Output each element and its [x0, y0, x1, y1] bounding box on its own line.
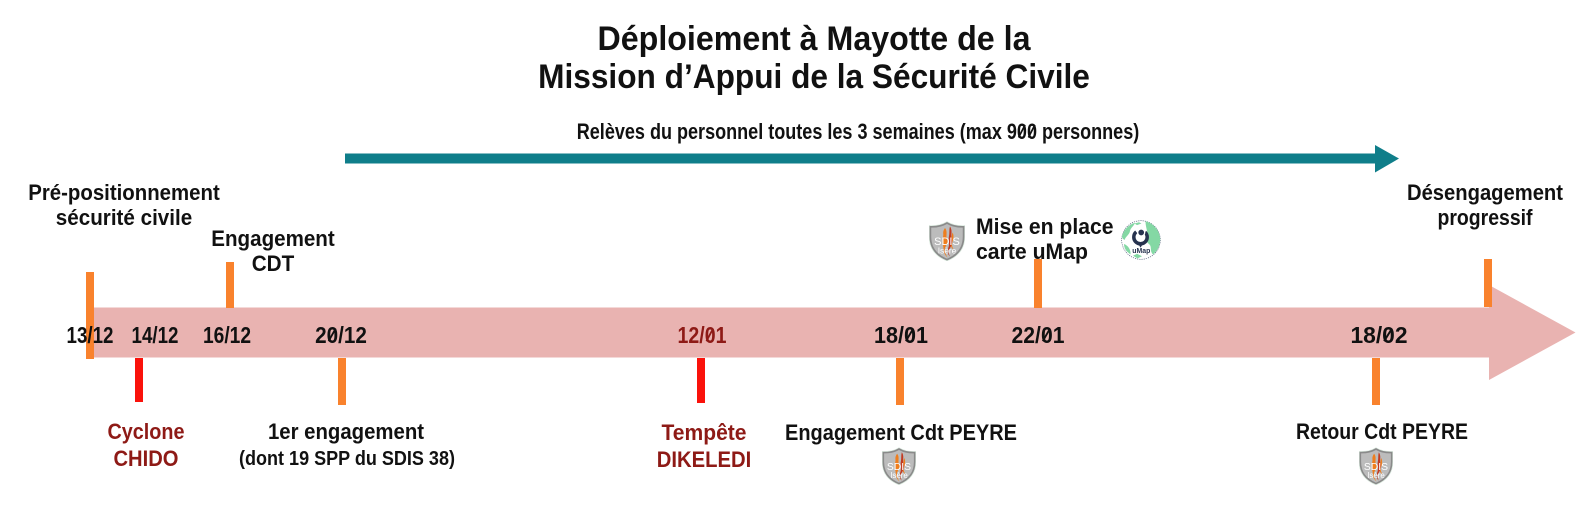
svg-text:Isère: Isère [1367, 471, 1385, 480]
svg-text:uMap: uMap [1132, 247, 1150, 254]
svg-text:SDIS: SDIS [1364, 462, 1388, 473]
svg-text:SDIS: SDIS [887, 462, 911, 473]
svg-text:Isère: Isère [938, 245, 957, 255]
svg-text:Isère: Isère [890, 471, 908, 480]
svg-text:SDIS: SDIS [934, 236, 960, 248]
